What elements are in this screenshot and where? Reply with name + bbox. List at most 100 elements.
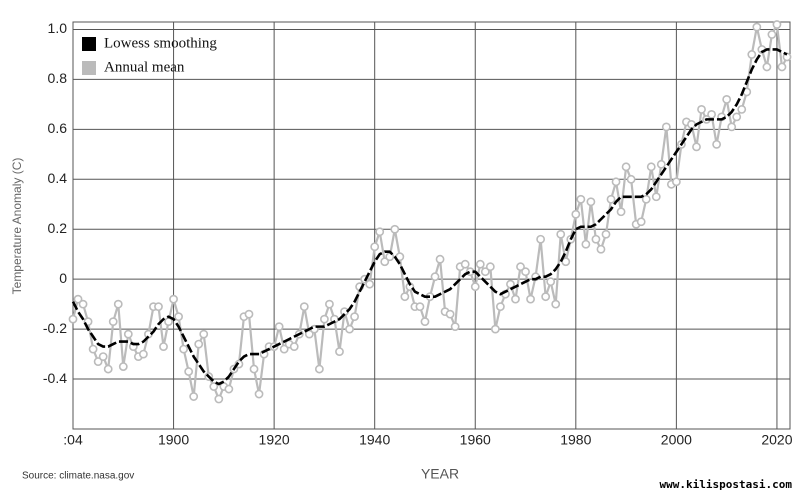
annual-point [184,367,194,376]
annual-point [752,22,762,32]
annual-point [586,197,596,207]
annual-point [375,227,385,237]
annual-point [108,317,118,327]
y-tick-label: -0.4 [43,370,67,386]
annual-point [616,207,626,217]
annual-point [516,262,525,272]
annual-point [445,309,455,319]
annual-point [350,312,359,322]
annual-point [606,194,616,204]
annual-point [345,324,354,334]
annual-point [174,312,183,322]
annual-point [335,347,344,356]
annual-point [194,339,204,349]
legend-label: Annual mean [104,59,185,75]
annual-point [732,112,742,122]
annual-point [480,267,490,277]
y-tick-label: 0.8 [48,70,68,86]
annual-point [546,277,556,287]
annual-point [390,224,400,234]
legend-label: Lowess smoothing [104,35,217,51]
legend-swatch [82,61,96,75]
annual-point [118,362,128,371]
annual-point [68,314,78,324]
plot-frame [72,21,791,430]
annual-point [490,324,500,334]
annual-point [712,139,722,149]
annual-point [224,384,234,394]
annual-point [169,294,178,304]
annual-point [737,104,747,114]
annual-point [621,162,631,172]
annual-point [78,299,88,309]
annual-point [73,294,83,304]
annual-point [727,122,737,132]
lowess-line [71,48,788,386]
annual-point [541,292,551,302]
annual-point [636,217,646,227]
annual-point [103,364,113,374]
annual-point [88,344,98,354]
annual-point [777,62,787,72]
annual-point [179,344,189,354]
annual-point [299,302,309,312]
annual-point [475,259,485,269]
x-tick-label: 1980 [560,432,591,448]
y-axis-label: Temperature Anomaly (C) [10,158,24,295]
annual-point [495,302,505,312]
annual-point [138,349,148,359]
annual-point [762,62,772,72]
y-tick-label: 0 [59,270,67,286]
annual-point [199,329,209,339]
legend-swatch [82,37,96,51]
x-tick-label: :04 [63,432,83,448]
annual-point [641,194,651,204]
annual-point [214,394,224,404]
y-tick-label: 0.6 [48,120,68,136]
annual-point [687,119,696,129]
annual-point [289,342,299,352]
y-tick-label: 1.0 [48,20,68,36]
annual-point [113,299,123,309]
annual-point [244,309,254,319]
annual-point [460,259,470,269]
annual-point [581,239,591,249]
annual-point [536,234,546,244]
annual-point [365,279,375,289]
annual-point [707,109,716,119]
annual-point [556,229,566,239]
annual-point [415,302,425,312]
annual-point [697,104,706,114]
annual-point [772,20,782,29]
annual-point [93,357,103,366]
annual-point [485,262,495,272]
annual-point [591,234,601,244]
annual-point [511,294,520,304]
annual-point [722,95,732,104]
annual-point [209,382,219,391]
annual-point [646,162,656,172]
annual-point [159,342,168,352]
annual-line [71,23,788,401]
annual-point [189,392,199,401]
x-tick-label: 2000 [661,432,692,448]
annual-point [470,282,480,292]
annual-point [651,192,661,202]
annual-point [274,322,284,332]
annual-point [661,122,671,132]
annual-point [435,254,445,264]
annual-point [420,317,430,327]
annual-point [671,177,681,187]
annual-point [692,142,701,152]
annual-point [279,344,289,354]
annual-point [571,209,581,219]
x-axis-label: YEAR [421,466,459,482]
annual-point [123,329,133,339]
annual-point [450,322,460,332]
annual-point [430,272,440,282]
y-tick-label: 0.2 [48,220,68,236]
x-tick-label: 1900 [158,432,189,448]
watermark: www.kilispostasi.com [660,478,793,491]
annual-point [314,364,324,374]
